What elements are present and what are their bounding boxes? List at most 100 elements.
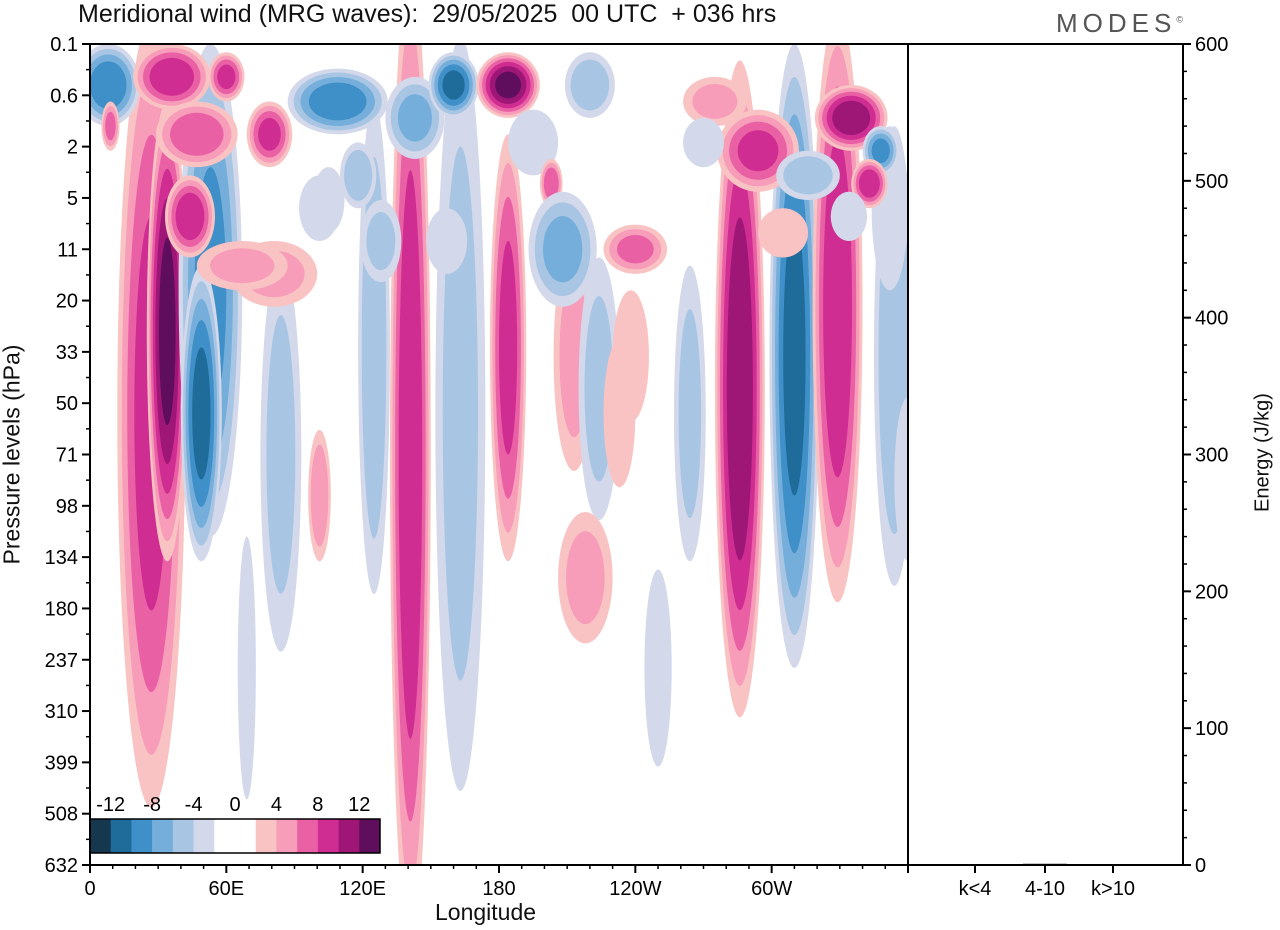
contour-level — [175, 192, 205, 241]
contour-level — [678, 308, 702, 518]
chart-title: Meridional wind (MRG waves): 29/05/2025 … — [78, 0, 777, 28]
contour-blob — [558, 511, 613, 644]
colorbar-tick-labels: -12 -8 -4 0 4 8 12 — [96, 794, 370, 816]
colorbar-swatch — [317, 819, 339, 853]
energy-tick-label: 600 — [1195, 34, 1228, 56]
contour-level — [217, 64, 236, 90]
y-tick-label: 0.6 — [50, 85, 78, 107]
contour-blob — [714, 60, 765, 718]
contour-level — [90, 61, 127, 109]
y-tick-label: 237 — [45, 650, 78, 672]
energy-category-label: k>10 — [1091, 878, 1135, 900]
energy-tick-labels: 0 100 200 300 400 500 600 — [1195, 34, 1228, 877]
y-axis-label: Pressure levels (hPa) — [0, 344, 25, 565]
colorbar-swatch — [235, 819, 257, 853]
contour-blob — [830, 191, 868, 242]
colorbar-swatch — [90, 819, 112, 853]
contour-blob — [133, 44, 211, 110]
colorbar-tick-label: -8 — [143, 794, 161, 816]
contour-blob — [683, 76, 747, 127]
contour-level — [310, 444, 329, 547]
contour-level — [397, 94, 432, 142]
colorbar-swatch — [297, 819, 319, 853]
contour-level — [366, 212, 396, 271]
contour-blob — [196, 241, 288, 291]
contour-level — [237, 536, 256, 800]
contour-blob — [683, 117, 724, 168]
y-tick-label: 310 — [45, 701, 78, 723]
contour-blob — [164, 175, 215, 258]
contour-blob — [644, 569, 672, 767]
contour-level — [566, 531, 605, 625]
x-tick-marks — [89, 865, 909, 873]
colorbar-swatch — [131, 819, 153, 853]
energy-panel-frame — [907, 43, 1184, 866]
y-tick-label: 508 — [45, 804, 78, 826]
contour-blob — [308, 429, 331, 562]
contour-blob — [155, 101, 238, 168]
colorbar-tick-label: 0 — [229, 794, 240, 816]
contour-level — [783, 156, 833, 195]
contour-blob — [208, 52, 245, 102]
contour-blob — [237, 536, 256, 800]
contour-level — [832, 100, 871, 136]
contour-blob — [428, 52, 479, 118]
y-tick-marks — [82, 43, 90, 866]
colorbar-tick-label: -12 — [96, 794, 125, 816]
x-tick-label: 120E — [339, 878, 386, 900]
y-tick-label: 632 — [45, 855, 78, 877]
y-tick-labels: 0.1 0.6 2 5 11 20 33 50 71 98 134 180 237 310 399 508 63… — [45, 34, 78, 877]
brand-logo: MODES© — [1056, 8, 1183, 39]
contour-blob — [814, 85, 888, 151]
energy-axis-label: Energy (J/kg) — [1251, 393, 1274, 512]
contour-level — [495, 71, 522, 99]
contour-level — [726, 217, 753, 561]
colorbar-swatch — [276, 819, 298, 853]
contour-level — [871, 138, 890, 164]
energy-ticks — [1183, 43, 1191, 866]
contour-level — [616, 235, 654, 264]
contour-level — [170, 112, 224, 156]
x-tick-label: 60E — [209, 878, 245, 900]
contour-level — [644, 569, 672, 767]
x-axis-label: Longitude — [435, 899, 537, 925]
contour-blob — [180, 265, 222, 562]
contour-level — [258, 117, 281, 151]
contour-blob — [564, 52, 615, 118]
contour-blob — [287, 68, 388, 135]
contour-level — [426, 208, 468, 274]
colorbar-swatch — [110, 819, 132, 853]
contour-level — [612, 290, 649, 422]
contour-blob — [260, 257, 302, 652]
contour-level — [105, 111, 116, 141]
colorbar — [89, 818, 381, 854]
contour-blob — [758, 208, 809, 258]
contour-blob — [101, 101, 120, 151]
contour-blob — [528, 191, 597, 307]
energy-category-label: k<4 — [959, 878, 992, 900]
contour-blob — [776, 150, 840, 200]
y-tick-label: 50 — [56, 393, 78, 415]
contour-level — [858, 169, 880, 198]
contour-blob — [476, 52, 540, 118]
energy-tick-label: 400 — [1195, 308, 1228, 330]
x-tick-label: 180 — [482, 878, 515, 900]
colorbar-swatch — [338, 819, 360, 853]
contour-level — [830, 191, 868, 242]
contour-level — [692, 84, 738, 119]
contour-blob — [508, 109, 559, 176]
colorbar-tick-label: -4 — [185, 794, 203, 816]
contour-level — [210, 248, 275, 284]
contour-level — [344, 149, 373, 201]
colorbar-tick-label: 4 — [271, 794, 282, 816]
colorbar-tick-label: 8 — [312, 794, 323, 816]
colorbar-swatch — [152, 819, 174, 853]
contour-level — [758, 208, 809, 258]
contour-level — [308, 82, 367, 121]
contour-level — [894, 397, 908, 562]
contour-level — [737, 130, 779, 172]
y-tick-label: 71 — [56, 445, 78, 467]
y-tick-label: 399 — [45, 752, 78, 774]
contour-blob — [603, 224, 668, 274]
contour-level — [266, 315, 296, 594]
